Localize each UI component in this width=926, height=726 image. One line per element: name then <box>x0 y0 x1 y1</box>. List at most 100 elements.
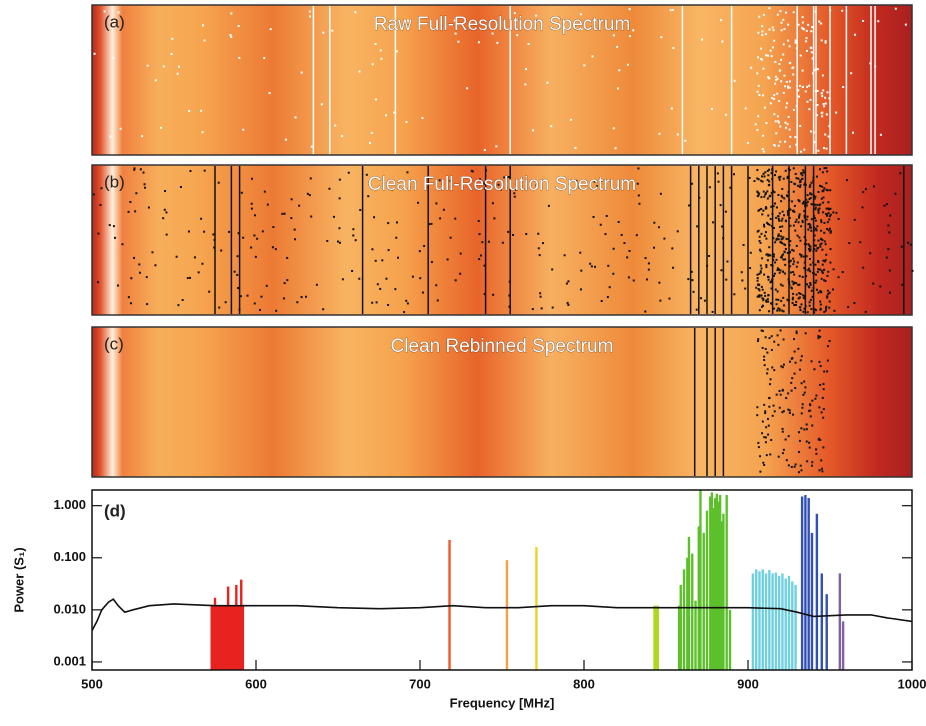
rfi-dot <box>815 309 818 312</box>
rfi-dot <box>733 79 736 82</box>
rfi-dot <box>763 359 766 362</box>
rfi-dot <box>864 310 867 313</box>
rfi-dot <box>782 410 785 413</box>
rfi-dot <box>824 259 827 262</box>
panel-title: Clean Full-Resolution Spectrum <box>368 174 636 195</box>
rfi-dot <box>760 267 763 270</box>
rfi-dot <box>596 185 599 188</box>
rfi-dot <box>813 311 816 314</box>
rfi-dot <box>308 194 311 197</box>
rfi-dot <box>791 248 794 251</box>
spectrum-panels: (a) Raw Full-Resolution Spectrum (b) Clean … <box>91 4 914 478</box>
rfi-dot <box>516 34 519 37</box>
rfi-dot <box>99 204 102 207</box>
rfi-dot <box>497 183 500 186</box>
rfi-dot <box>444 16 447 19</box>
rfi-dot <box>112 56 115 59</box>
rfi-dot <box>439 217 442 220</box>
rfi-dot <box>757 56 760 59</box>
rfi-dot <box>394 288 397 291</box>
rfi-dot <box>814 397 817 400</box>
flag-bar <box>535 547 538 670</box>
rfi-dot <box>808 257 811 260</box>
rfi-dot <box>761 297 764 300</box>
rfi-dot <box>454 279 457 282</box>
rfi-dot <box>740 271 743 274</box>
flag-bar <box>697 526 700 670</box>
rfi-dot <box>146 64 149 67</box>
rfi-dot <box>837 217 840 220</box>
rfi-dot <box>766 197 769 200</box>
rfi-dot <box>761 213 764 216</box>
rfi-dot <box>228 230 231 233</box>
rfi-dot <box>771 213 774 216</box>
rfi-dot <box>600 180 603 183</box>
rfi-dot <box>781 411 784 414</box>
rfi-dot <box>537 232 540 235</box>
rfi-dot <box>767 222 770 225</box>
rfi-dot <box>203 230 206 233</box>
rfi-dot <box>793 273 796 276</box>
rfi-dot <box>393 111 396 114</box>
rfi-dot <box>719 204 722 207</box>
rfi-dot <box>483 149 486 152</box>
rfi-dot <box>773 307 776 310</box>
plot-frame <box>91 489 913 671</box>
rfi-dot <box>779 269 782 272</box>
rfi-dot <box>617 220 620 223</box>
rfi-dot <box>788 61 791 64</box>
rfi-dot <box>144 186 147 189</box>
rfi-dot <box>477 219 480 222</box>
rfi-dot <box>786 177 789 180</box>
rfi-dot <box>145 276 148 279</box>
rfi-dot <box>859 241 862 244</box>
rfi-dot <box>800 355 803 358</box>
rfi-dot <box>820 22 823 25</box>
rfi-dot <box>782 91 785 94</box>
rfi-dot <box>770 55 773 58</box>
rfi-dot <box>770 302 773 305</box>
rfi-dot <box>141 135 144 138</box>
rfi-dot <box>386 185 389 188</box>
x-tick-label: 700 <box>409 676 431 691</box>
rfi-dot <box>197 271 200 274</box>
flag-bar <box>702 532 705 670</box>
flag-bar <box>815 513 819 670</box>
rfi-dot <box>758 94 761 97</box>
rfi-dot <box>804 183 807 186</box>
rfi-dot <box>282 297 285 300</box>
rfi-dot <box>797 199 800 202</box>
rfi-dot <box>799 184 802 187</box>
rfi-dot <box>708 186 711 189</box>
rfi-dot <box>785 237 788 240</box>
rfi-dot <box>722 237 725 240</box>
rfi-dot <box>786 298 789 301</box>
rfi-dot <box>550 125 553 128</box>
rfi-dot <box>139 168 142 171</box>
rfi-dot <box>612 127 615 130</box>
rfi-dot <box>784 126 787 129</box>
rfi-dot <box>565 282 568 285</box>
rfi-dot <box>770 192 773 195</box>
rfi-dot <box>269 28 272 31</box>
rfi-dot <box>770 439 773 442</box>
rfi-dot <box>775 298 778 301</box>
rfi-dot <box>809 192 812 195</box>
rfi-dot <box>627 276 630 279</box>
rfi-dot <box>294 116 297 119</box>
rfi-dot <box>407 19 410 22</box>
rfi-dot <box>819 438 822 441</box>
rfi-dot <box>749 267 752 270</box>
rfi-dot <box>777 298 780 301</box>
rfi-dot <box>771 46 774 49</box>
rfi-dot <box>801 174 804 177</box>
rfi-dot <box>767 275 770 278</box>
rfi-dot <box>792 73 795 76</box>
rfi-dot <box>771 189 774 192</box>
rfi-dot <box>806 460 809 463</box>
rfi-dot <box>774 60 777 63</box>
rfi-dot <box>819 335 822 338</box>
rfi-dot <box>785 106 788 109</box>
rfi-dot <box>418 250 421 253</box>
rfi-dot <box>294 238 297 241</box>
